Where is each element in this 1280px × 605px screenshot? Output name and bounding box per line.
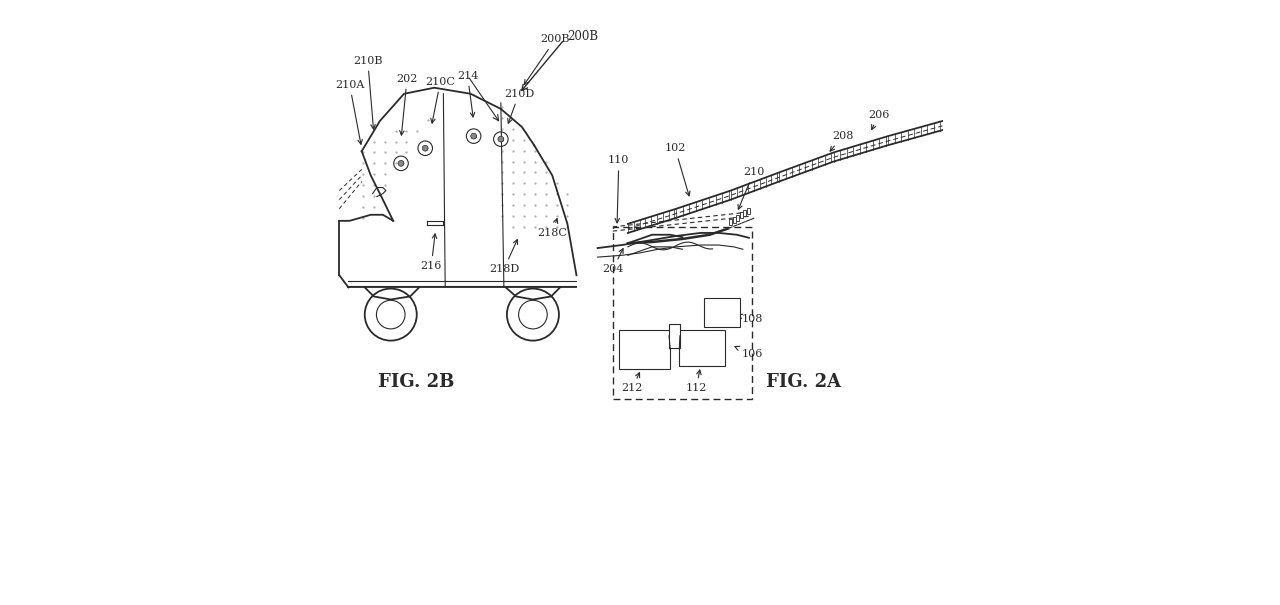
Text: 206: 206 (868, 110, 890, 129)
Text: 110: 110 (608, 155, 630, 223)
FancyBboxPatch shape (740, 212, 742, 218)
Text: 200B: 200B (525, 34, 570, 85)
Bar (704, 298, 740, 327)
Text: 212: 212 (622, 373, 643, 393)
Circle shape (422, 145, 428, 151)
Text: 210B: 210B (353, 56, 383, 129)
FancyBboxPatch shape (748, 208, 750, 214)
Circle shape (498, 136, 504, 142)
Text: 102: 102 (664, 143, 690, 196)
Text: 214: 214 (457, 71, 479, 117)
Text: 108: 108 (737, 314, 763, 324)
Text: 200B: 200B (567, 30, 599, 43)
Text: 218C: 218C (538, 218, 567, 238)
Text: FIG. 2A: FIG. 2A (765, 373, 841, 391)
Bar (618, 330, 671, 369)
Text: FIG. 2B: FIG. 2B (378, 373, 454, 391)
FancyBboxPatch shape (728, 219, 732, 225)
Text: 208: 208 (831, 131, 854, 151)
Bar (669, 324, 680, 348)
FancyBboxPatch shape (736, 215, 739, 221)
Bar (680, 330, 724, 366)
Text: 202: 202 (397, 74, 417, 135)
Text: 106: 106 (735, 346, 763, 359)
Text: 210A: 210A (335, 80, 365, 144)
Text: 204: 204 (602, 249, 623, 274)
Text: 112: 112 (686, 370, 707, 393)
Text: 210C: 210C (425, 77, 456, 123)
Circle shape (398, 160, 404, 166)
Text: 210: 210 (739, 168, 764, 209)
FancyBboxPatch shape (744, 210, 746, 216)
Text: 218D: 218D (489, 240, 518, 274)
Bar (613, 227, 751, 399)
Circle shape (471, 133, 476, 139)
Text: 210D: 210D (504, 89, 534, 123)
FancyBboxPatch shape (732, 217, 736, 223)
Text: 216: 216 (421, 234, 442, 271)
